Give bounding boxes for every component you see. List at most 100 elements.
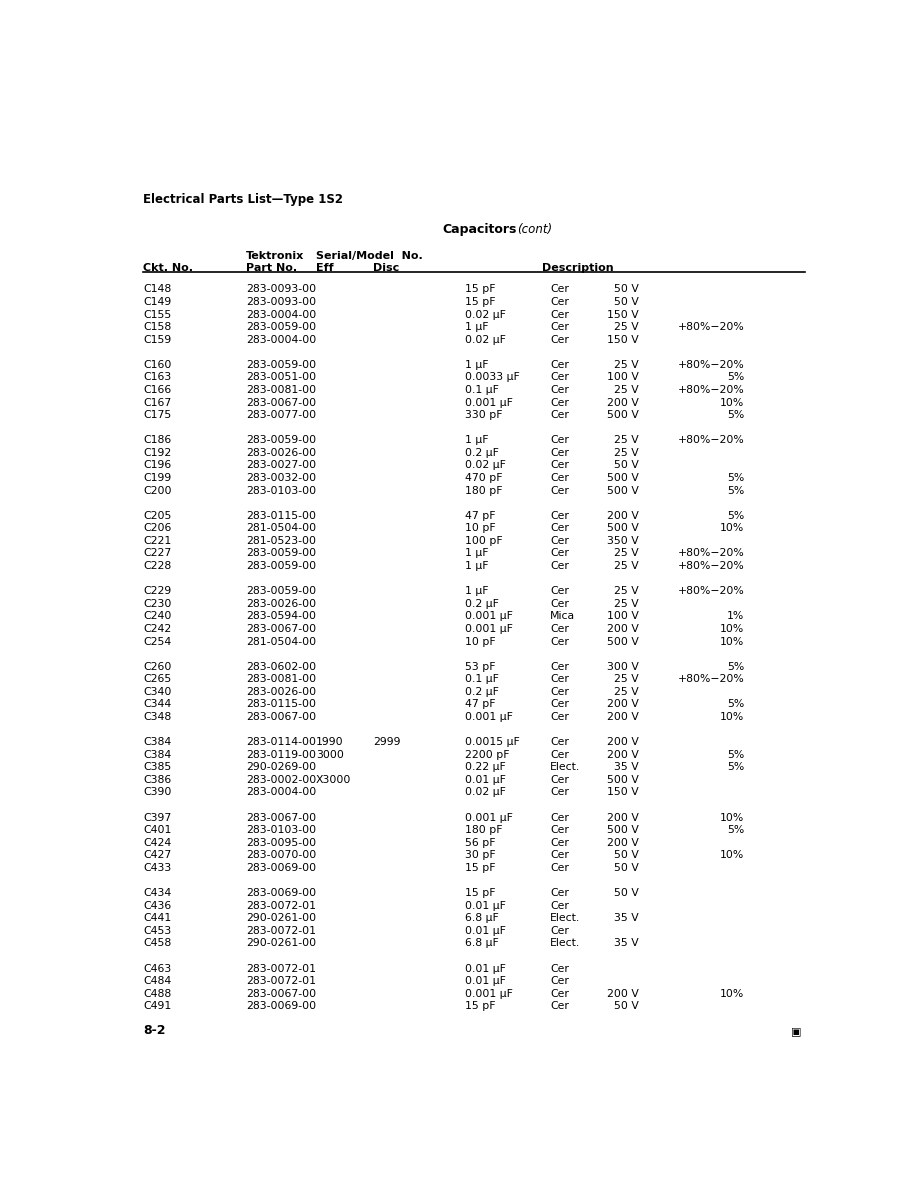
Text: 0.001 μF: 0.001 μF bbox=[465, 712, 513, 722]
Text: C458: C458 bbox=[143, 939, 172, 948]
Text: 283-0114-00: 283-0114-00 bbox=[246, 737, 317, 747]
Text: 10%: 10% bbox=[720, 712, 744, 722]
Text: Cer: Cer bbox=[550, 586, 569, 596]
Text: 6.8 μF: 6.8 μF bbox=[465, 939, 499, 948]
Text: 281-0504-00: 281-0504-00 bbox=[246, 524, 317, 533]
Text: 350 V: 350 V bbox=[608, 536, 639, 546]
Text: 283-0093-00: 283-0093-00 bbox=[246, 284, 317, 295]
Text: 283-0077-00: 283-0077-00 bbox=[246, 410, 317, 421]
Text: C228: C228 bbox=[143, 561, 172, 571]
Text: C240: C240 bbox=[143, 612, 172, 621]
Text: 35 V: 35 V bbox=[614, 763, 639, 772]
Text: Ckt. No.: Ckt. No. bbox=[143, 264, 193, 273]
Text: C205: C205 bbox=[143, 511, 172, 520]
Text: Cer: Cer bbox=[550, 385, 569, 394]
Text: 25 V: 25 V bbox=[614, 448, 639, 457]
Text: 1 μF: 1 μF bbox=[465, 435, 489, 446]
Text: Cer: Cer bbox=[550, 963, 569, 973]
Text: 1 μF: 1 μF bbox=[465, 549, 489, 558]
Text: C340: C340 bbox=[143, 687, 172, 697]
Text: Electrical Parts List—Type 1S2: Electrical Parts List—Type 1S2 bbox=[143, 192, 343, 206]
Text: 25 V: 25 V bbox=[614, 322, 639, 333]
Text: 500 V: 500 V bbox=[607, 775, 639, 785]
Text: C199: C199 bbox=[143, 473, 172, 484]
Text: +80%−20%: +80%−20% bbox=[677, 322, 744, 333]
Text: 1%: 1% bbox=[727, 612, 744, 621]
Text: C463: C463 bbox=[143, 963, 172, 973]
Text: C200: C200 bbox=[143, 486, 172, 495]
Text: 25 V: 25 V bbox=[614, 675, 639, 684]
Text: Cer: Cer bbox=[550, 448, 569, 457]
Text: C229: C229 bbox=[143, 586, 172, 596]
Text: 283-0059-00: 283-0059-00 bbox=[246, 360, 317, 369]
Text: 50 V: 50 V bbox=[614, 851, 639, 860]
Text: C484: C484 bbox=[143, 977, 172, 986]
Text: Disc: Disc bbox=[373, 264, 399, 273]
Text: Cer: Cer bbox=[550, 838, 569, 848]
Text: 10%: 10% bbox=[720, 813, 744, 822]
Text: 50 V: 50 V bbox=[614, 461, 639, 470]
Text: 283-0002-00: 283-0002-00 bbox=[246, 775, 317, 785]
Text: 150 V: 150 V bbox=[608, 310, 639, 320]
Text: 10%: 10% bbox=[720, 524, 744, 533]
Text: Elect.: Elect. bbox=[550, 939, 580, 948]
Text: Cer: Cer bbox=[550, 1001, 569, 1011]
Text: 283-0059-00: 283-0059-00 bbox=[246, 586, 317, 596]
Text: Cer: Cer bbox=[550, 473, 569, 484]
Text: C148: C148 bbox=[143, 284, 172, 295]
Text: 283-0059-00: 283-0059-00 bbox=[246, 435, 317, 446]
Text: 0.01 μF: 0.01 μF bbox=[465, 901, 507, 911]
Text: 200 V: 200 V bbox=[607, 988, 639, 999]
Text: 25 V: 25 V bbox=[614, 599, 639, 608]
Text: 283-0093-00: 283-0093-00 bbox=[246, 297, 317, 307]
Text: Cer: Cer bbox=[550, 788, 569, 797]
Text: 100 pF: 100 pF bbox=[465, 536, 503, 546]
Text: 15 pF: 15 pF bbox=[465, 889, 496, 898]
Text: 283-0594-00: 283-0594-00 bbox=[246, 612, 317, 621]
Text: Cer: Cer bbox=[550, 662, 569, 671]
Text: 281-0523-00: 281-0523-00 bbox=[246, 536, 317, 546]
Text: C260: C260 bbox=[143, 662, 172, 671]
Text: C441: C441 bbox=[143, 914, 172, 923]
Text: 283-0067-00: 283-0067-00 bbox=[246, 988, 317, 999]
Text: 283-0067-00: 283-0067-00 bbox=[246, 813, 317, 822]
Text: 5%: 5% bbox=[727, 826, 744, 835]
Text: C155: C155 bbox=[143, 310, 172, 320]
Text: 283-0067-00: 283-0067-00 bbox=[246, 712, 317, 722]
Text: 25 V: 25 V bbox=[614, 385, 639, 394]
Text: 290-0261-00: 290-0261-00 bbox=[246, 914, 317, 923]
Text: C230: C230 bbox=[143, 599, 172, 608]
Text: 15 pF: 15 pF bbox=[465, 862, 496, 873]
Text: 10%: 10% bbox=[720, 988, 744, 999]
Text: 500 V: 500 V bbox=[607, 486, 639, 495]
Text: Serial/Model  No.: Serial/Model No. bbox=[316, 251, 423, 260]
Text: Cer: Cer bbox=[550, 360, 569, 369]
Text: 6.8 μF: 6.8 μF bbox=[465, 914, 499, 923]
Text: Elect.: Elect. bbox=[550, 914, 580, 923]
Text: Cer: Cer bbox=[550, 977, 569, 986]
Text: 283-0072-01: 283-0072-01 bbox=[246, 977, 317, 986]
Text: 50 V: 50 V bbox=[614, 284, 639, 295]
Text: Elect.: Elect. bbox=[550, 763, 580, 772]
Text: Cer: Cer bbox=[550, 549, 569, 558]
Text: +80%−20%: +80%−20% bbox=[677, 561, 744, 571]
Text: C384: C384 bbox=[143, 737, 172, 747]
Text: 10%: 10% bbox=[720, 637, 744, 646]
Text: 35 V: 35 V bbox=[614, 939, 639, 948]
Text: 283-0115-00: 283-0115-00 bbox=[246, 700, 317, 709]
Text: 200 V: 200 V bbox=[607, 750, 639, 760]
Text: 0.01 μF: 0.01 μF bbox=[465, 925, 507, 936]
Text: 283-0119-00: 283-0119-00 bbox=[246, 750, 317, 760]
Text: 25 V: 25 V bbox=[614, 687, 639, 697]
Text: 100 V: 100 V bbox=[607, 372, 639, 383]
Text: Cer: Cer bbox=[550, 322, 569, 333]
Text: 283-0115-00: 283-0115-00 bbox=[246, 511, 317, 520]
Text: +80%−20%: +80%−20% bbox=[677, 385, 744, 394]
Text: (cont): (cont) bbox=[517, 223, 552, 236]
Text: 10 pF: 10 pF bbox=[465, 637, 496, 646]
Text: 0.02 μF: 0.02 μF bbox=[465, 461, 507, 470]
Text: Cer: Cer bbox=[550, 775, 569, 785]
Text: C436: C436 bbox=[143, 901, 172, 911]
Text: Cer: Cer bbox=[550, 851, 569, 860]
Text: 25 V: 25 V bbox=[614, 549, 639, 558]
